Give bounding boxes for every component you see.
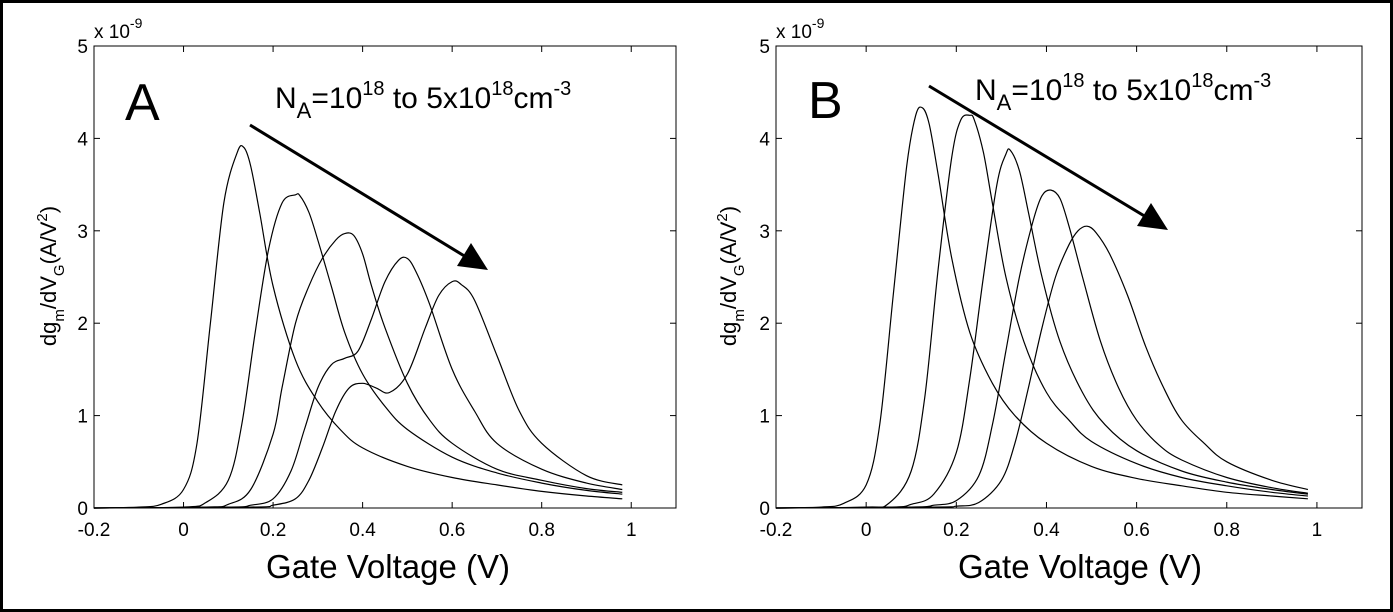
y-tick-label-a-3: 3 [77, 222, 88, 243]
y-tick-label-b-4: 4 [759, 129, 770, 150]
y-tick-label-b-3: 3 [759, 222, 770, 243]
y-tick-label-a-1: 1 [77, 407, 88, 428]
arrow-a [249, 123, 488, 270]
x-tick-label-a-0: -0.2 [78, 520, 111, 541]
y-ticks-a: 0 1 2 3 4 5 [77, 37, 676, 520]
y-tick-label-b-0: 0 [759, 499, 770, 520]
y-ticks-b: 0 1 2 3 4 5 [759, 37, 1362, 520]
y-axis-label-a: dgm/dVG(A/V2) [34, 206, 68, 346]
x-tick-label-a-4: 0.6 [439, 520, 465, 541]
series-line-a-4 [93, 256, 623, 509]
x-tick-label-b-5: 0.8 [1214, 520, 1240, 541]
x-tick-label-b-0: -0.2 [760, 520, 793, 541]
series-line-b-5 [775, 225, 1309, 509]
x-tick-label-b-6: 1 [1312, 520, 1323, 541]
y-axis-label-b: dgm/dVG(A/V2) [714, 206, 748, 346]
x-tick-label-a-1: 0 [178, 520, 189, 541]
x-tick-label-a-3: 0.4 [349, 520, 376, 541]
x-axis-label-a: Gate Voltage (V) [266, 548, 510, 585]
series-line-b-2 [775, 114, 1308, 509]
series-line-b-4 [775, 189, 1308, 509]
plot-area-b [775, 45, 1363, 509]
series-line-a-2 [93, 193, 623, 509]
x-tick-label-a-5: 0.8 [528, 520, 554, 541]
series-line-a-3 [93, 232, 623, 509]
x-tick-label-b-2: 0.2 [943, 520, 969, 541]
series-line-b-1 [775, 106, 1308, 509]
x-tick-label-b-1: 0 [861, 520, 872, 541]
x-tick-label-b-4: 0.6 [1123, 520, 1149, 541]
annotation-b: NA=1018 to 5x1018cm-3 [975, 70, 1271, 115]
panel-label-b: B [808, 72, 843, 130]
x-ticks-a: -0.2 0 0.2 0.4 0.6 0.8 1 [78, 46, 637, 541]
series-line-a-5 [93, 280, 623, 509]
x-tick-label-b-3: 0.4 [1033, 520, 1060, 541]
x-axis-label-b: Gate Voltage (V) [958, 548, 1202, 585]
x-tick-label-a-2: 0.2 [260, 520, 286, 541]
y-tick-label-b-5: 5 [759, 37, 770, 58]
panel-label-a: A [125, 74, 160, 132]
y-tick-label-a-2: 2 [77, 314, 88, 335]
x-ticks-b: -0.2 0 0.2 0.4 0.6 0.8 1 [760, 46, 1323, 541]
series-line-b-3 [775, 148, 1308, 509]
series-group-a [93, 145, 623, 509]
y-tick-label-a-5: 5 [77, 37, 88, 58]
x-tick-label-a-6: 1 [626, 520, 637, 541]
y-tick-label-b-2: 2 [759, 314, 770, 335]
y-multiplier-a: x 10-9 [94, 15, 143, 43]
arrow-b [928, 84, 1168, 230]
series-group-b [775, 106, 1309, 509]
plot-area-a [93, 45, 677, 509]
series-line-a-1 [93, 145, 623, 509]
annotation-a: NA=1018 to 5x1018cm-3 [275, 78, 571, 123]
y-multiplier-b: x 10-9 [776, 15, 825, 43]
y-tick-label-a-4: 4 [77, 129, 88, 150]
y-tick-label-b-1: 1 [759, 407, 770, 428]
y-tick-label-a-0: 0 [77, 499, 88, 520]
